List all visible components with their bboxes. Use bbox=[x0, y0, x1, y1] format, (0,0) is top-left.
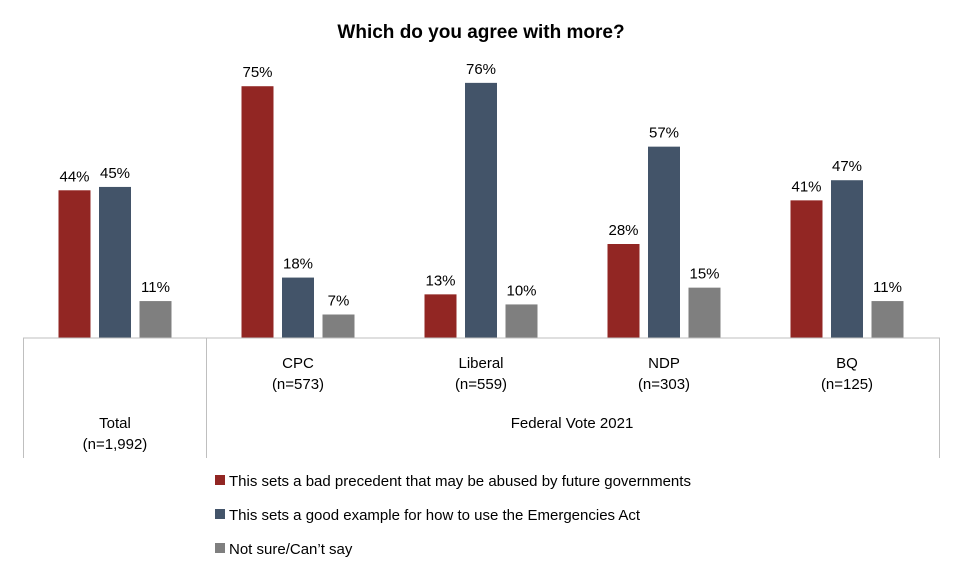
value-label: 75% bbox=[242, 64, 272, 81]
value-label: 11% bbox=[141, 279, 170, 296]
value-label: 41% bbox=[791, 178, 821, 195]
category-label: Liberal bbox=[458, 355, 503, 372]
bar-liberal-series-3 bbox=[505, 304, 538, 338]
bar-bq-series-2 bbox=[831, 180, 863, 338]
value-label: 18% bbox=[283, 256, 313, 273]
value-label: 47% bbox=[832, 158, 862, 175]
bar-total-series-1 bbox=[58, 190, 91, 338]
legend: This sets a bad precedent that may be ab… bbox=[215, 473, 691, 558]
legend-entry-label: This sets a good example for how to use … bbox=[229, 507, 641, 524]
category-sample-size: (n=573) bbox=[272, 376, 324, 393]
legend-swatch bbox=[215, 509, 225, 519]
bar-total-series-3 bbox=[139, 301, 172, 338]
value-labels-layer: 44% 45% 11% 75% 18% 7% 13% 76% 10% 28% 57% 15% 41% 47… bbox=[59, 61, 901, 310]
category-label: NDP bbox=[648, 355, 680, 372]
bar-bq-series-3 bbox=[871, 301, 904, 338]
group-header-label: Federal Vote 2021 bbox=[511, 415, 634, 432]
bar-ndp-series-3 bbox=[688, 287, 721, 338]
value-label: 11% bbox=[873, 279, 902, 296]
category-axis: Total (n=1,992) CPC (n=573) Liberal (n=559) ND… bbox=[23, 337, 940, 458]
value-label: 76% bbox=[466, 61, 496, 78]
bar-bq-series-1 bbox=[790, 200, 823, 338]
bar-liberal-series-2 bbox=[465, 82, 497, 338]
bars-layer bbox=[58, 82, 904, 338]
category-label: CPC bbox=[282, 355, 314, 372]
category-sample-size: (n=559) bbox=[455, 376, 507, 393]
chart-title: Which do you agree with more? bbox=[337, 22, 624, 43]
bar-ndp-series-2 bbox=[648, 146, 680, 338]
value-label: 7% bbox=[328, 293, 350, 310]
bar-liberal-series-1 bbox=[424, 294, 457, 338]
value-label: 15% bbox=[689, 266, 719, 283]
value-label: 44% bbox=[59, 168, 89, 185]
category-label: Total bbox=[99, 415, 131, 432]
legend-swatch bbox=[215, 475, 225, 485]
category-sample-size: (n=1,992) bbox=[83, 436, 148, 453]
value-label: 13% bbox=[425, 272, 455, 289]
value-label: 57% bbox=[649, 125, 679, 142]
value-label: 28% bbox=[608, 222, 638, 239]
legend-entry-label: This sets a bad precedent that may be ab… bbox=[229, 473, 691, 490]
bar-cpc-series-2 bbox=[282, 277, 314, 338]
bar-cpc-series-1 bbox=[241, 86, 274, 338]
bar-total-series-2 bbox=[99, 186, 131, 338]
legend-entry-label: Not sure/Can’t say bbox=[229, 541, 353, 558]
category-sample-size: (n=125) bbox=[821, 376, 873, 393]
value-label: 45% bbox=[100, 165, 130, 182]
bar-ndp-series-1 bbox=[607, 244, 640, 338]
bar-cpc-series-3 bbox=[322, 314, 355, 338]
value-label: 10% bbox=[506, 282, 536, 299]
legend-swatch bbox=[215, 543, 225, 553]
category-label: BQ bbox=[836, 355, 858, 372]
category-sample-size: (n=303) bbox=[638, 376, 690, 393]
